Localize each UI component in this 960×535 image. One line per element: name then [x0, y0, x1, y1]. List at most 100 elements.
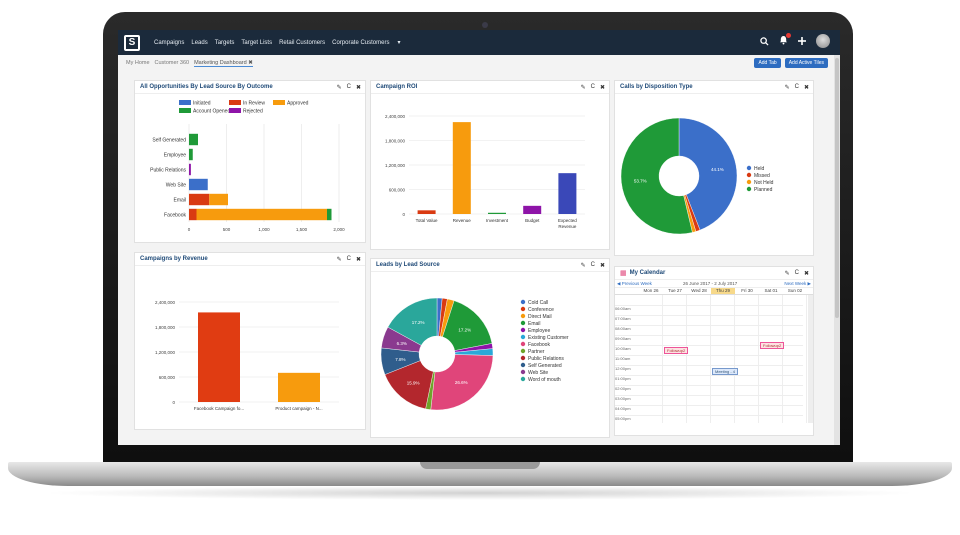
calendar-scrollbar[interactable]: [808, 295, 813, 423]
day-header[interactable]: Sat 01: [764, 288, 778, 293]
refresh-icon[interactable]: C: [794, 84, 799, 90]
legend-swatch: [273, 100, 285, 105]
add-active-tiles-button[interactable]: Add Active Tiles: [784, 58, 828, 68]
legend-marker: [520, 355, 526, 361]
x-tick-label: 0: [188, 227, 191, 232]
legend-marker: [520, 299, 526, 305]
dashlet-title: Leads by Lead Source: [376, 262, 440, 268]
legend-label: In Review: [243, 101, 265, 107]
x-tick-label: Revenue: [453, 218, 472, 223]
x-tick-label: 500: [223, 227, 231, 232]
day-header[interactable]: Mon 26: [643, 288, 659, 293]
time-label: 04:00pm: [615, 406, 631, 411]
legend-marker: [520, 320, 526, 326]
legend-marker: [746, 186, 752, 192]
dashlet-controls: ✎ C ✖: [785, 84, 809, 91]
legend-label: Conference: [528, 307, 554, 313]
y-tick-label: 600,000: [159, 375, 176, 380]
add-tab-button[interactable]: Add Tab: [754, 58, 781, 68]
legend-marker: [520, 348, 526, 354]
dashlet-header: All Opportunities By Lead Source By Outc…: [135, 81, 365, 94]
refresh-icon[interactable]: C: [346, 84, 351, 90]
legend-label: Missed: [754, 173, 770, 179]
close-icon[interactable]: ✖: [803, 271, 809, 277]
calendar-event[interactable]: Followup2: [760, 342, 785, 349]
refresh-icon[interactable]: C: [590, 84, 595, 90]
user-avatar[interactable]: [816, 34, 830, 48]
edit-icon[interactable]: ✎: [784, 85, 790, 91]
bar-segment: [189, 163, 191, 176]
legend-label: Email: [528, 321, 541, 327]
plus-icon[interactable]: [798, 37, 806, 45]
nav-more-caret-icon[interactable]: ▾: [397, 40, 401, 46]
dashlet-title: Calls by Disposition Type: [620, 84, 693, 90]
legend-label: Cold Call: [528, 300, 548, 306]
edit-icon[interactable]: ✎: [784, 271, 790, 277]
dashlet-controls: ✎ C ✖: [337, 84, 361, 91]
nav-targets[interactable]: Targets: [214, 39, 235, 46]
bell-icon[interactable]: [779, 33, 791, 47]
close-icon[interactable]: ✖: [355, 85, 361, 91]
refresh-icon[interactable]: C: [590, 262, 595, 268]
time-label: 03:00pm: [615, 396, 631, 401]
dashlet-header: Campaigns by Revenue: [135, 253, 365, 266]
nav-target-lists[interactable]: Target Lists: [241, 39, 273, 46]
calendar-grid[interactable]: 06:00am 07:00am 08:00am 09:00am 10:00am …: [615, 295, 813, 423]
close-icon[interactable]: ✖: [355, 257, 361, 263]
dashlet-title: My Calendar: [629, 270, 666, 276]
refresh-icon[interactable]: C: [346, 256, 351, 262]
legend-label: Existing Customer: [528, 335, 569, 341]
nav-retail-customers[interactable]: Retail Customers: [279, 39, 326, 46]
day-header[interactable]: Fri 30: [741, 288, 753, 293]
tab-marketing-dashboard[interactable]: Marketing Dashboard ✖: [194, 60, 253, 67]
bar-segment: [189, 208, 197, 221]
next-week-link[interactable]: Next Week ▶: [784, 281, 811, 286]
time-label: 08:00am: [615, 326, 631, 331]
tab-my-home[interactable]: My Home: [126, 60, 150, 66]
data-label: 44.1%: [711, 167, 724, 172]
close-icon[interactable]: ✖: [599, 85, 605, 91]
edit-icon[interactable]: ✎: [580, 263, 586, 269]
dashlet-title: Campaigns by Revenue: [140, 256, 208, 262]
laptop-camera: [482, 22, 488, 28]
legend-swatch: [229, 108, 241, 113]
app-logo-icon[interactable]: S: [124, 34, 140, 51]
day-header-today[interactable]: Thu 29: [711, 288, 735, 294]
dashlet-header: Campaign ROI: [371, 81, 609, 94]
previous-week-link[interactable]: ◀ Previous Week: [617, 281, 652, 286]
x-tick-label: 2,000: [333, 227, 345, 232]
nav-campaigns[interactable]: Campaigns: [154, 39, 185, 46]
bar-segment: [327, 208, 332, 221]
tab-close-icon[interactable]: ✖: [248, 60, 253, 66]
dashlet-controls: ✎ C ✖: [785, 270, 809, 277]
day-header[interactable]: Tue 27: [668, 288, 682, 293]
nav-leads[interactable]: Leads: [191, 39, 208, 46]
dashboard-tabs: My Home Customer 360 Marketing Dashboard…: [126, 60, 253, 67]
time-label: 11:00am: [615, 356, 631, 361]
calendar-event[interactable]: Meeting - 4: [712, 368, 739, 375]
close-icon[interactable]: ✖: [599, 263, 605, 269]
nav-right-actions: [760, 33, 830, 48]
bar: [523, 205, 542, 214]
page-scroll-thumb[interactable]: [835, 58, 839, 318]
legend-marker: [520, 362, 526, 368]
edit-icon[interactable]: ✎: [580, 85, 586, 91]
day-header[interactable]: Wed 28: [691, 288, 707, 293]
legend-label: Facebook: [528, 342, 550, 348]
refresh-icon[interactable]: C: [794, 270, 799, 276]
edit-icon[interactable]: ✎: [336, 257, 342, 263]
close-icon[interactable]: ✖: [803, 85, 809, 91]
calendar-event[interactable]: Followup2: [664, 347, 689, 354]
nav-corporate-customers[interactable]: Corporate Customers: [332, 39, 390, 46]
day-header[interactable]: Sun 02: [787, 288, 803, 293]
calendar-columns: [639, 295, 807, 423]
legend-label: Self Generated: [528, 363, 562, 369]
edit-icon[interactable]: ✎: [336, 85, 342, 91]
pie-slice: [430, 354, 494, 411]
legend-marker: [520, 376, 526, 382]
tab-customer-360[interactable]: Customer 360: [154, 60, 190, 66]
dashlet-opportunities: All Opportunities By Lead Source By Outc…: [134, 80, 366, 243]
legend-label: Partner: [528, 349, 545, 355]
bar-segment: [196, 208, 327, 221]
search-icon[interactable]: [760, 36, 769, 46]
